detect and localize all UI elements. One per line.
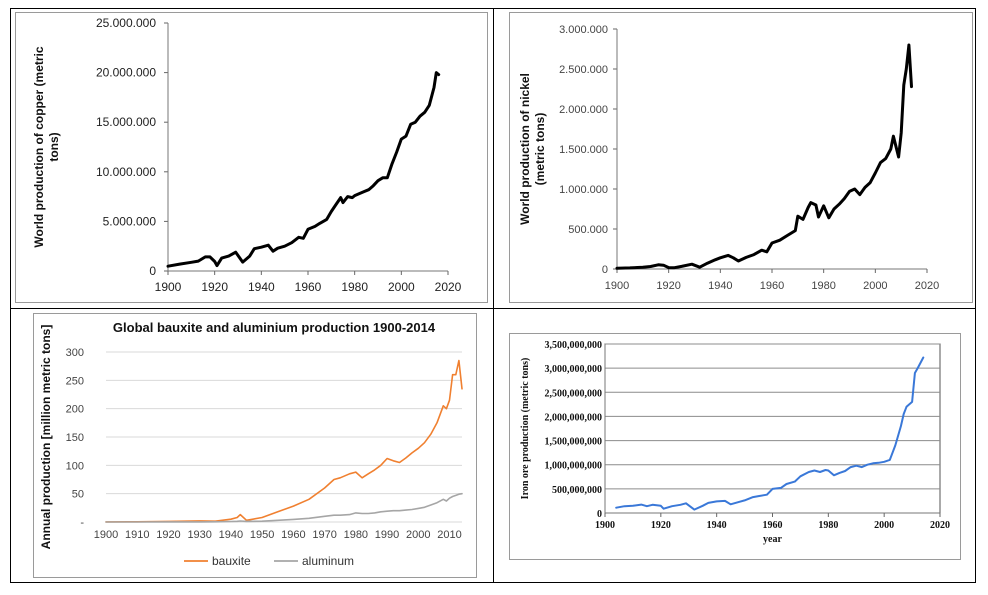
- y-tick-label: 25.000.000: [96, 16, 156, 30]
- nickel-chart: 0 500.000 1.000.000 1.500.000 2.000.000 2.500…: [518, 24, 939, 292]
- y-tick-label: 15.000.000: [96, 115, 156, 129]
- plot-frame: [604, 343, 941, 514]
- y-axis-label-text: World production of copper (metrictons): [32, 46, 61, 247]
- x-tick-label: 1960: [760, 280, 784, 292]
- y-tick-label: 1.500.000: [559, 144, 608, 156]
- x-tick-label: 1940: [219, 529, 243, 541]
- y-tick-label: 3,000,000,000: [545, 364, 603, 375]
- x-tick-label: 1960: [295, 280, 322, 294]
- x-tick-label: 1940: [248, 280, 275, 294]
- x-tick-label: 1940: [708, 280, 732, 292]
- y-tick-label: 1,000,000,000: [545, 461, 603, 472]
- x-tick-label: 1970: [312, 529, 336, 541]
- x-tick-label: 2000: [388, 280, 415, 294]
- x-tick-label: 1920: [651, 520, 671, 531]
- grid-vertical-divider: [493, 8, 494, 583]
- y-axis-label: Annual production [million metric tons]: [39, 325, 53, 550]
- x-tick-label: 2010: [437, 529, 461, 541]
- chart-title: Global bauxite and aluminium production …: [113, 320, 436, 335]
- x-tick-label: 1960: [763, 520, 783, 531]
- x-tick-label: 1920: [656, 280, 680, 292]
- x-tick-label: 1900: [605, 280, 629, 292]
- series-line: [615, 43, 913, 270]
- y-tick-label: 3,500,000,000: [545, 340, 603, 351]
- x-tick-label: 1910: [125, 529, 149, 541]
- legend-label-aluminum: aluminum: [302, 554, 354, 568]
- legend-label-bauxite: bauxite: [212, 554, 251, 568]
- x-tick-label: 1980: [818, 520, 838, 531]
- x-tick-label: 2020: [930, 520, 950, 531]
- iron-ore-chart-panel: 0 500,000,000 1,000,000,000 1,500,000,000 2,…: [509, 333, 961, 560]
- y-axis-label-text: World production of nickel(metric tons): [518, 73, 547, 225]
- x-tick-label: 1940: [707, 520, 727, 531]
- x-axis-label: year: [763, 534, 782, 545]
- y-axis-label: Iron ore production (metric tons): [520, 358, 531, 500]
- y-tick-label: 200: [66, 404, 84, 416]
- x-tick-label: 1920: [201, 280, 228, 294]
- y-tick-label: 2,500,000,000: [545, 388, 603, 399]
- x-tick-label: 2020: [435, 280, 462, 294]
- y-tick-label: 20.000.000: [96, 66, 156, 80]
- y-axis-label-text: Iron ore production (metric tons): [520, 358, 531, 500]
- y-tick-label: 300: [66, 347, 84, 359]
- x-tick-label: 2000: [863, 280, 887, 292]
- y-tick-label: 1.000.000: [559, 184, 608, 196]
- y-tick-label: 0: [597, 509, 602, 520]
- y-tick-label: 3.000.000: [559, 24, 608, 36]
- copper-chart-panel: 0 5.000.000 10.000.000 15.000.000 20.000.000…: [15, 12, 488, 303]
- x-tick-label: 1980: [341, 280, 368, 294]
- y-tick-label: 2.500.000: [559, 64, 608, 76]
- x-tick-label: 1930: [187, 529, 211, 541]
- y-tick-label: 0: [602, 264, 608, 276]
- y-tick-label: 5.000.000: [103, 214, 157, 228]
- y-tick-label: 2.000.000: [559, 104, 608, 116]
- x-tick-label: 1990: [375, 529, 399, 541]
- y-axis-label: World production of nickel(metric tons): [518, 73, 547, 225]
- nickel-chart-panel: 0 500.000 1.000.000 1.500.000 2.000.000 2.500…: [509, 12, 973, 303]
- x-tick-label: 1980: [344, 529, 368, 541]
- grid-horizontal-divider: [10, 308, 976, 309]
- y-tick-label: 500.000: [568, 224, 608, 236]
- bauxite-aluminium-chart-panel: - 50 100 150 200 250 300 1900 1910 1920 1930 1940 19…: [33, 313, 477, 578]
- iron-ore-chart: 0 500,000,000 1,000,000,000 1,500,000,000 2,…: [520, 340, 950, 545]
- y-tick-label: 2,000,000,000: [545, 412, 603, 423]
- series-line: [166, 71, 441, 268]
- x-tick-label: 1960: [281, 529, 305, 541]
- x-tick-label: 2000: [874, 520, 894, 531]
- series-line-aluminum: [105, 492, 463, 523]
- x-tick-label: 1900: [155, 280, 182, 294]
- y-tick-label: -: [80, 517, 84, 529]
- y-axis-label-text: Annual production [million metric tons]: [39, 325, 53, 550]
- y-tick-label: 250: [66, 375, 84, 387]
- copper-chart: 0 5.000.000 10.000.000 15.000.000 20.000.000…: [32, 16, 462, 294]
- y-tick-label: 100: [66, 460, 84, 472]
- series-line: [615, 356, 925, 511]
- series-line-bauxite: [105, 359, 463, 523]
- bauxite-aluminium-chart: - 50 100 150 200 250 300 1900 1910 1920 1930 1940 19…: [39, 320, 463, 568]
- x-tick-label: 1920: [156, 529, 180, 541]
- x-tick-label: 1900: [595, 520, 615, 531]
- y-tick-label: 10.000.000: [96, 165, 156, 179]
- y-axis-label: World production of copper (metrictons): [32, 46, 61, 247]
- y-tick-label: 0: [149, 264, 156, 278]
- y-tick-label: 500,000,000: [552, 485, 602, 496]
- x-tick-label: 1950: [250, 529, 274, 541]
- y-tick-label: 150: [66, 432, 84, 444]
- x-tick-label: 1900: [94, 529, 118, 541]
- x-tick-label: 2020: [915, 280, 939, 292]
- y-tick-label: 50: [72, 489, 84, 501]
- y-tick-label: 1,500,000,000: [545, 437, 603, 448]
- x-tick-label: 1980: [811, 280, 835, 292]
- x-tick-label: 2000: [406, 529, 430, 541]
